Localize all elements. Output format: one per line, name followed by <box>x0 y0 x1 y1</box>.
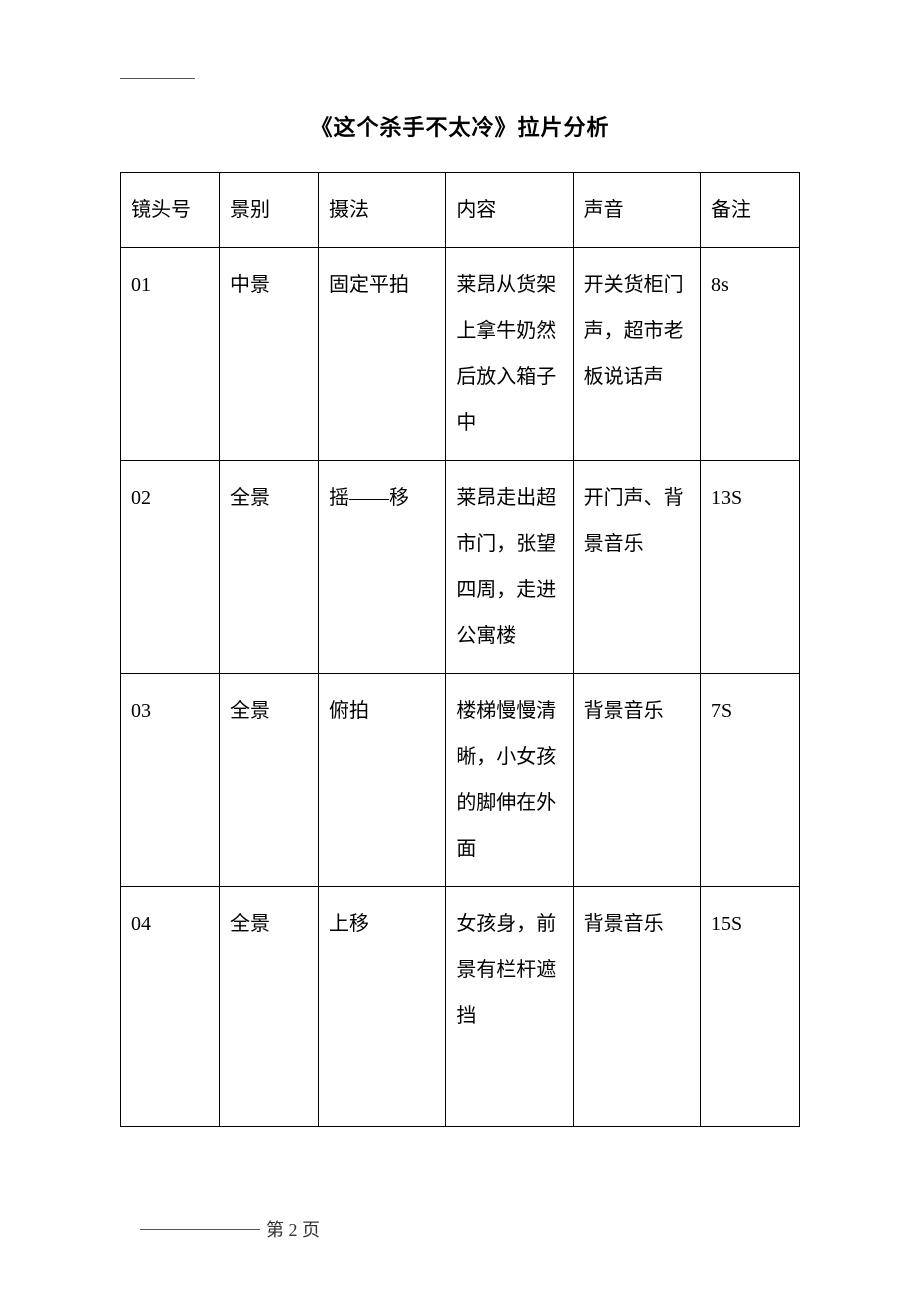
cell-method: 上移 <box>319 887 446 1127</box>
cell-scene: 全景 <box>220 887 319 1127</box>
cell-content: 楼梯慢慢清晰，小女孩的脚伸在外面 <box>446 674 573 887</box>
table-row: 02 全景 摇——移 莱昂走出超市门，张望四周，走进公寓楼 开门声、背景音乐 1… <box>121 461 800 674</box>
cell-scene: 全景 <box>220 674 319 887</box>
cell-content: 女孩身，前景有栏杆遮挡 <box>446 887 573 1127</box>
col-header-method: 摄法 <box>319 173 446 248</box>
page-footer: 第 2 页 <box>140 1216 320 1242</box>
table-row: 04 全景 上移 女孩身，前景有栏杆遮挡 背景音乐 15S <box>121 887 800 1127</box>
cell-scene: 中景 <box>220 248 319 461</box>
table-row: 03 全景 俯拍 楼梯慢慢清晰，小女孩的脚伸在外面 背景音乐 7S <box>121 674 800 887</box>
cell-sound: 背景音乐 <box>573 674 700 887</box>
cell-method: 摇——移 <box>319 461 446 674</box>
cell-content: 莱昂走出超市门，张望四周，走进公寓楼 <box>446 461 573 674</box>
footer-rule <box>140 1229 260 1230</box>
cell-scene: 全景 <box>220 461 319 674</box>
table-row: 01 中景 固定平拍 莱昂从货架上拿牛奶然后放入箱子中 开关货柜门声，超市老板说… <box>121 248 800 461</box>
cell-shot: 01 <box>121 248 220 461</box>
table-header-row: 镜头号 景别 摄法 内容 声音 备注 <box>121 173 800 248</box>
cell-shot: 04 <box>121 887 220 1127</box>
col-header-scene: 景别 <box>220 173 319 248</box>
cell-shot: 03 <box>121 674 220 887</box>
page-number-label: 第 2 页 <box>266 1216 320 1242</box>
col-header-sound: 声音 <box>573 173 700 248</box>
cell-sound: 开关货柜门声，超市老板说话声 <box>573 248 700 461</box>
cell-note: 8s <box>700 248 799 461</box>
cell-content: 莱昂从货架上拿牛奶然后放入箱子中 <box>446 248 573 461</box>
shot-analysis-table: 镜头号 景别 摄法 内容 声音 备注 01 中景 固定平拍 莱昂从货架上拿牛奶然… <box>120 172 800 1127</box>
cell-method: 俯拍 <box>319 674 446 887</box>
cell-note: 13S <box>700 461 799 674</box>
cell-note: 7S <box>700 674 799 887</box>
page-container: 《这个杀手不太冷》拉片分析 镜头号 景别 摄法 内容 声音 备注 01 中景 <box>0 0 920 1127</box>
col-header-shot: 镜头号 <box>121 173 220 248</box>
col-header-note: 备注 <box>700 173 799 248</box>
col-header-content: 内容 <box>446 173 573 248</box>
cell-shot: 02 <box>121 461 220 674</box>
cell-method: 固定平拍 <box>319 248 446 461</box>
cell-sound: 背景音乐 <box>573 887 700 1127</box>
cell-note: 15S <box>700 887 799 1127</box>
document-title: 《这个杀手不太冷》拉片分析 <box>120 110 800 142</box>
cell-sound: 开门声、背景音乐 <box>573 461 700 674</box>
header-rule <box>120 78 195 79</box>
